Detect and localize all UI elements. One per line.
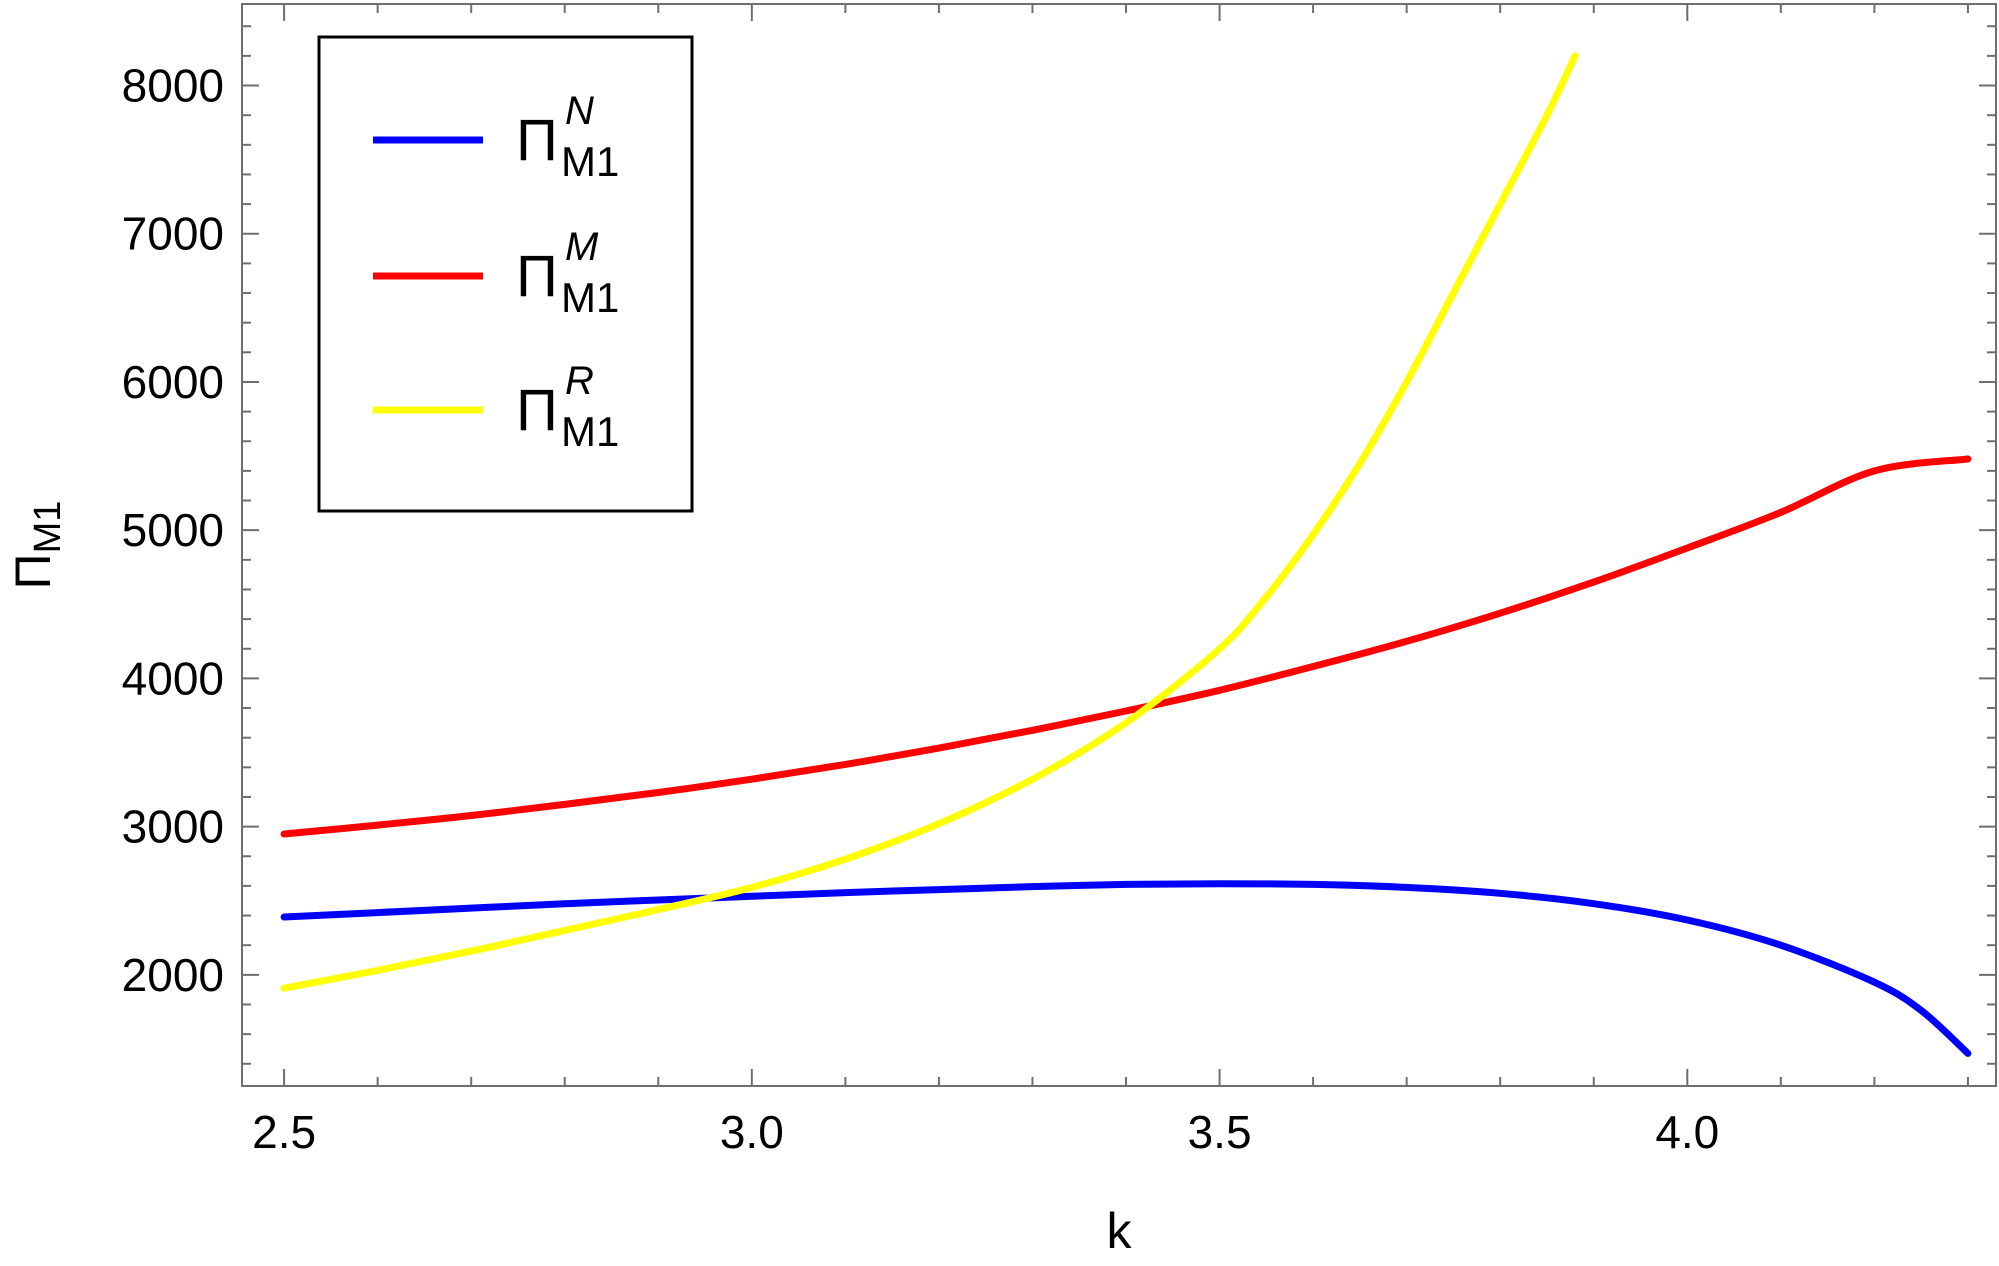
legend-entry-pi-m: Π M M1 bbox=[373, 225, 619, 321]
y-axis-title-main: Π bbox=[5, 553, 61, 589]
legend-entry-pi-n: Π N M1 bbox=[373, 89, 619, 185]
legend-label-main: Π bbox=[516, 244, 558, 309]
legend-label-main: Π bbox=[516, 108, 558, 173]
series-pi-n-line bbox=[280, 880, 1972, 1057]
y-tick-label: 4000 bbox=[122, 652, 224, 704]
series-pi-m-line bbox=[280, 455, 1972, 838]
series-pi-r-line bbox=[280, 52, 1579, 992]
x-tick-label: 3.0 bbox=[720, 1106, 784, 1158]
y-axis-title: ΠM1 bbox=[5, 501, 69, 590]
legend-entry-pi-r: Π R M1 bbox=[373, 359, 619, 455]
plot-frame bbox=[241, 3, 1997, 1087]
legend-label-sup: R bbox=[565, 359, 594, 403]
x-axis-title: k bbox=[1107, 1203, 1133, 1259]
y-tick-label: 3000 bbox=[122, 801, 224, 853]
y-tick-label: 8000 bbox=[122, 60, 224, 112]
x-tick-label: 3.5 bbox=[1188, 1106, 1252, 1158]
y-tick-label: 2000 bbox=[122, 949, 224, 1001]
y-tick-label: 7000 bbox=[122, 208, 224, 260]
x-tick-label: 4.0 bbox=[1655, 1106, 1719, 1158]
legend-label-sub: M1 bbox=[561, 138, 619, 185]
y-tick-label: 5000 bbox=[122, 504, 224, 556]
svg-text:ΠM1: ΠM1 bbox=[5, 501, 69, 590]
axis-ticks: 2.5 3.0 3.5 4.0 2000 3000 4000 5000 6000 7000 8000 bbox=[122, 4, 1996, 1158]
legend-label-sub: M1 bbox=[561, 274, 619, 321]
y-axis-title-sub: M1 bbox=[27, 501, 69, 554]
legend-label-main: Π bbox=[516, 378, 558, 443]
y-tick-label: 6000 bbox=[122, 356, 224, 408]
x-tick-label: 2.5 bbox=[252, 1106, 316, 1158]
series-lines bbox=[280, 52, 1972, 1057]
legend-label-sup: M bbox=[565, 225, 599, 269]
legend-label-sup: N bbox=[565, 89, 594, 133]
legend-label-sub: M1 bbox=[561, 408, 619, 455]
